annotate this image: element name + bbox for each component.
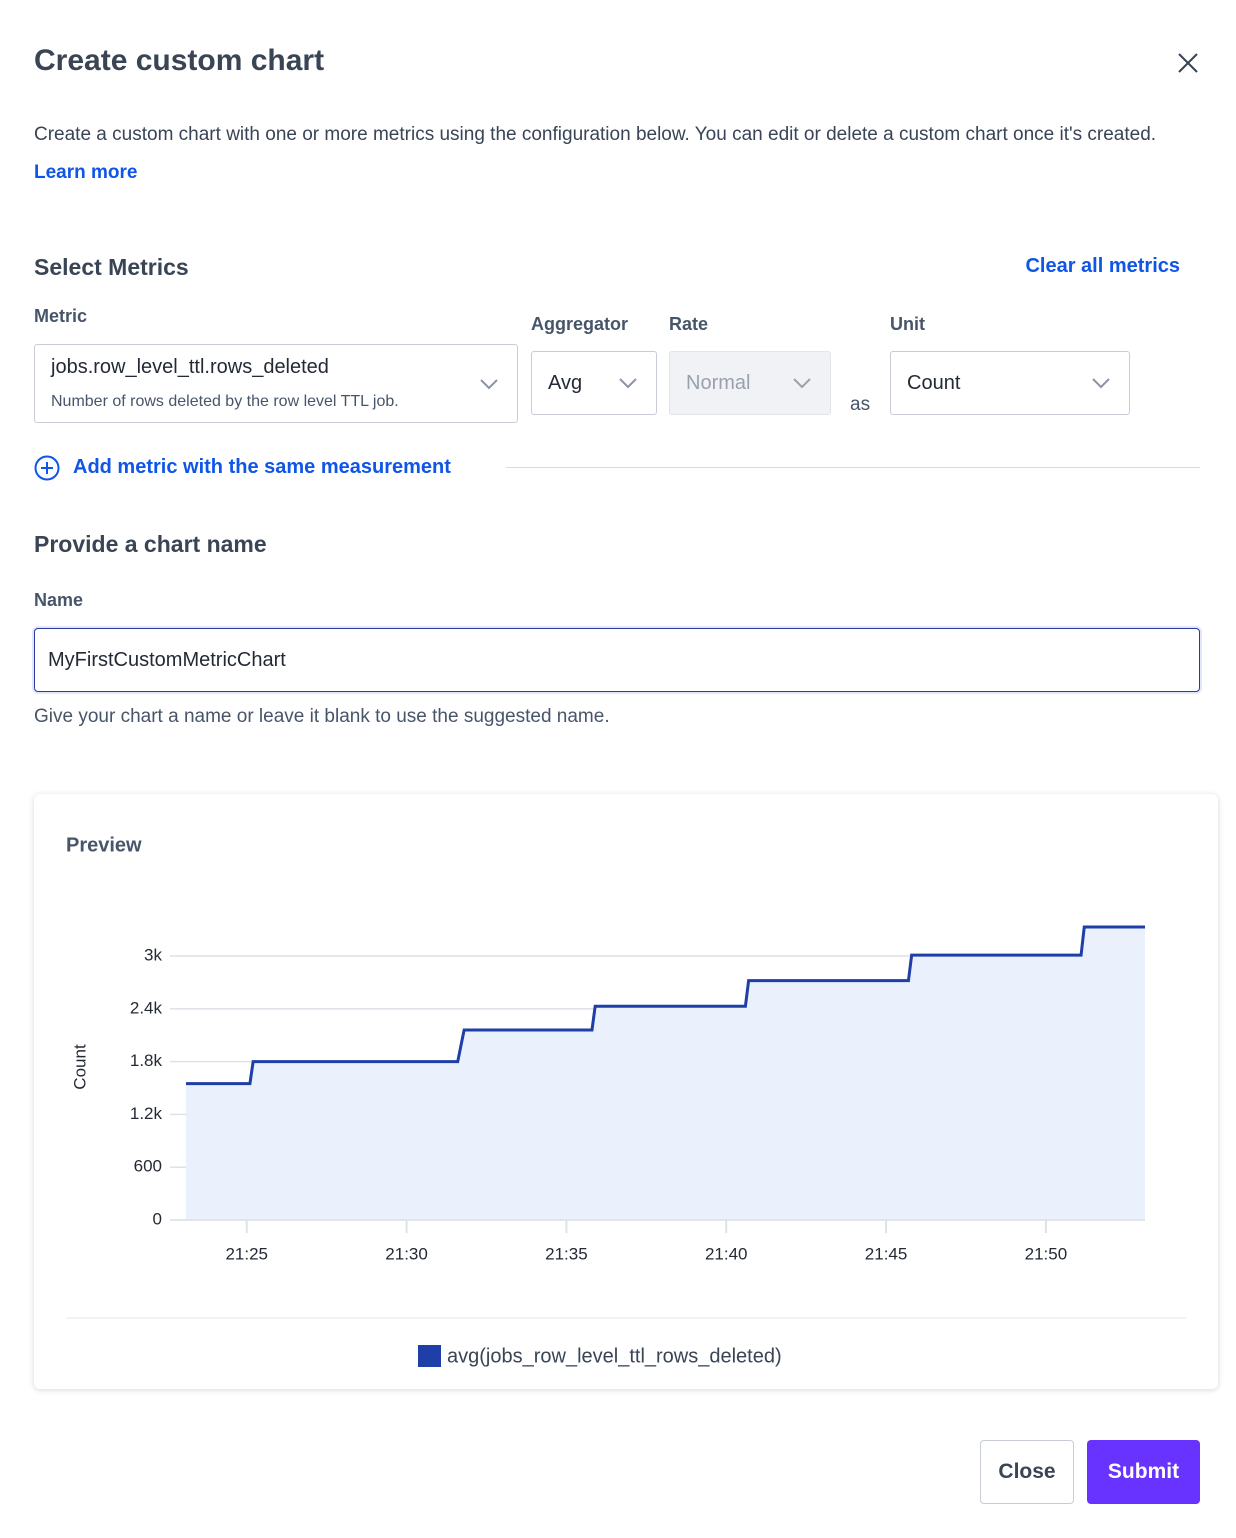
select-value: Avg [548,372,583,394]
select-value: jobs.row_level_ttl.rows_deleted [51,356,329,378]
y-tick-label: 0 [153,1209,162,1228]
input-value: MyFirstCustomMetricChart [48,649,286,671]
learn-more-link[interactable]: Learn more [34,162,138,183]
y-tick-label: 600 [134,1157,162,1176]
divider [506,467,1200,468]
field-label: Aggregator [531,314,629,334]
x-tick-label: 21:50 [1025,1244,1068,1263]
field-label: Metric [34,306,88,326]
add-icon[interactable] [34,455,62,483]
chevron [619,378,637,389]
x-tick-label: 21:30 [385,1244,428,1263]
x-tick-label: 21:25 [225,1244,268,1263]
select-value: Normal [686,372,751,394]
dialog-title: Create custom chart [34,44,325,77]
section-heading: Provide a chart name [34,531,267,557]
description: Create a custom chart with one or more m… [34,116,1194,192]
select-value: Count [907,372,961,394]
chevron [1092,378,1110,389]
submit-button[interactable]: Submit [1087,1440,1200,1504]
legend-swatch [418,1345,441,1367]
close-button[interactable]: Close [980,1440,1074,1504]
clear-all-link[interactable]: Clear all metrics [1025,255,1180,277]
add-metric-link[interactable]: Add metric with the same measurement [73,456,451,478]
aggregator-select[interactable]: Avg [531,351,657,415]
chevron [480,378,498,389]
y-axis-label: Count [70,1044,89,1090]
series-area [186,927,1145,1220]
legend-label: avg(jobs_row_level_ttl_rows_deleted) [447,1345,782,1367]
y-tick-label: 3k [144,946,162,965]
section-heading: Select Metrics [34,254,189,280]
field-label: Unit [890,314,925,334]
rate-select: Normal [669,351,831,415]
x-tick-label: 21:35 [545,1244,588,1263]
x-tick-label: 21:40 [705,1244,748,1263]
name-input[interactable]: MyFirstCustomMetricChart [34,628,1200,692]
select-description: Number of rows deleted by the row level … [51,393,399,410]
field-label: Rate [669,314,709,334]
description-text: Create a custom chart with one or more m… [34,124,1157,145]
series-line [186,925,1145,1086]
connector-text: as [850,394,871,415]
close-icon[interactable] [1176,51,1200,75]
chart-title: Preview [66,834,142,856]
x-tick-label: 21:45 [865,1244,908,1263]
y-tick-label: 1.2k [130,1104,163,1123]
chevron [793,378,811,389]
y-tick-label: 2.4k [130,998,163,1017]
help-text: Give your chart a name or leave it blank… [34,706,610,727]
unit-select[interactable]: Count [890,351,1130,415]
y-tick-label: 1.8k [130,1051,163,1070]
metric-select[interactable]: jobs.row_level_ttl.rows_deleted Number o… [34,344,518,423]
field-label: Name [34,590,84,610]
